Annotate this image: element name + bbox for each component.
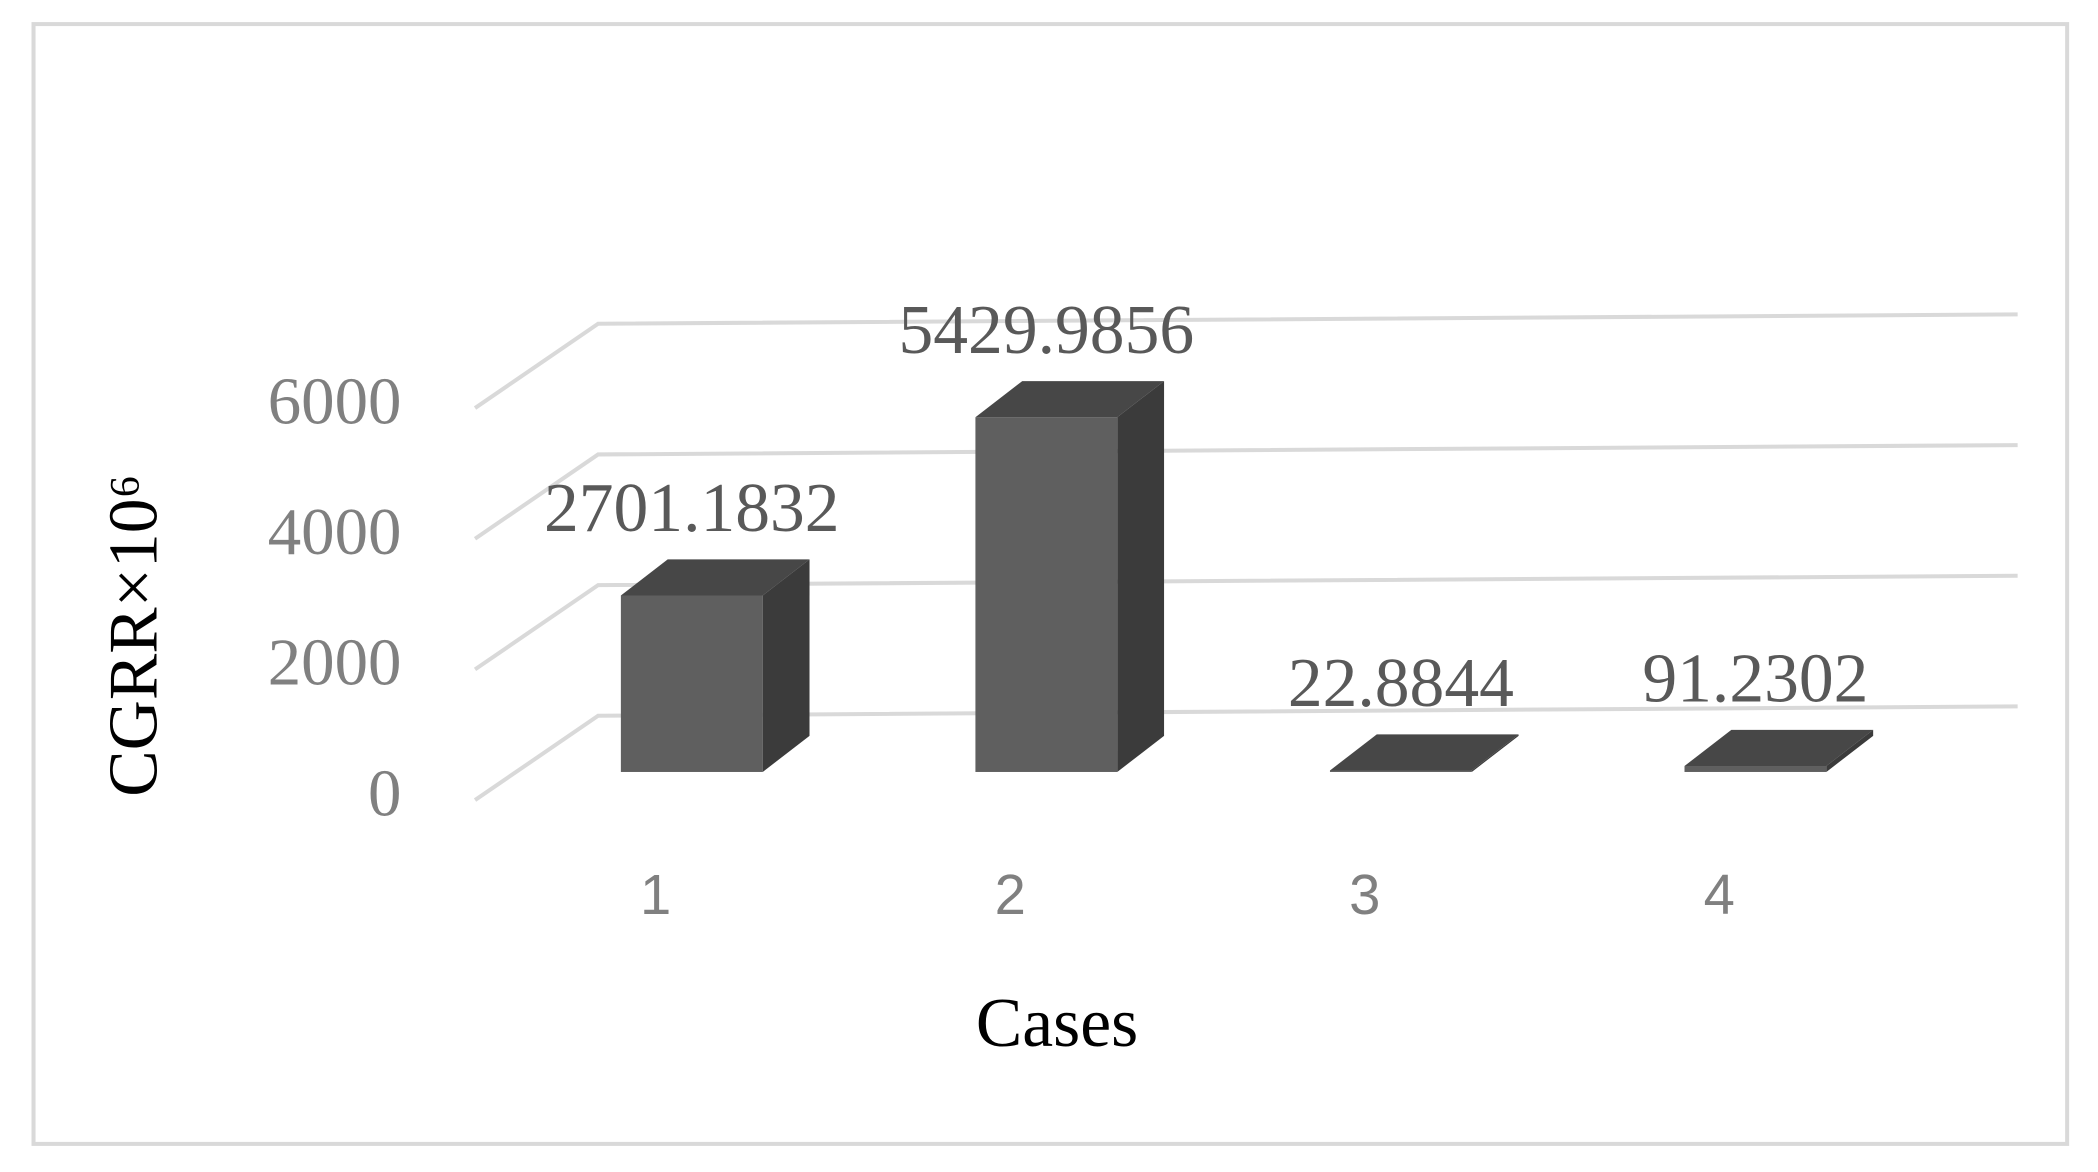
- x-tick-label: 3: [1349, 863, 1380, 926]
- grid-line: [473, 312, 2018, 410]
- bar: [975, 417, 1118, 772]
- bar-top: [620, 559, 810, 596]
- x-tick-label: 4: [1704, 863, 1735, 926]
- bar-top: [975, 381, 1165, 418]
- bar-side: [1117, 381, 1165, 772]
- bar: [1684, 766, 1827, 772]
- value-label: 2701.1832: [544, 470, 840, 547]
- y-tick-label: 0: [368, 756, 401, 830]
- x-axis-title: Cases: [976, 985, 1138, 1062]
- x-tick-label: 1: [640, 863, 671, 926]
- grid-line: [473, 443, 2018, 541]
- bar-side: [762, 559, 810, 772]
- value-label: 91.2302: [1642, 641, 1868, 718]
- grid-line: [473, 704, 2018, 802]
- bar-side: [1826, 729, 1874, 772]
- y-tick-label: 2000: [268, 626, 402, 700]
- grid-line: [473, 573, 2018, 672]
- bar-top: [1329, 734, 1519, 771]
- bar: [1329, 770, 1472, 772]
- bar-side: [1471, 734, 1519, 772]
- bar: [620, 595, 763, 772]
- bar-top: [1684, 729, 1874, 767]
- y-axis-title: CGRR×10⁶: [96, 474, 173, 796]
- y-tick-label: 6000: [268, 364, 402, 438]
- value-label: 5429.9856: [899, 292, 1195, 369]
- y-tick-label: 4000: [268, 495, 402, 569]
- x-tick-label: 2: [995, 863, 1026, 926]
- value-label: 22.8844: [1288, 645, 1514, 722]
